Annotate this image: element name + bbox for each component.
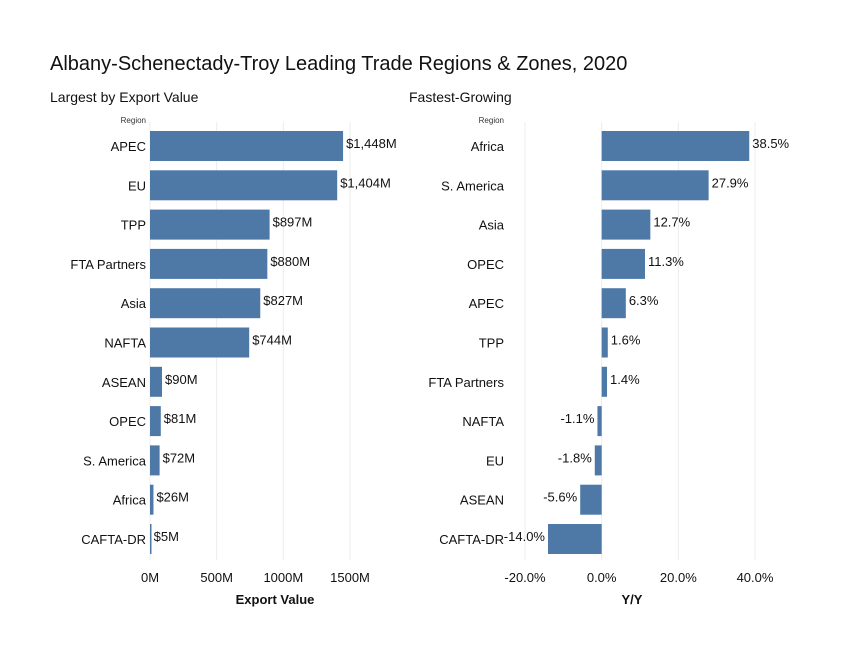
category-label: CAFTA-DR: [439, 532, 504, 547]
panel-subtitle: Largest by Export Value: [50, 89, 199, 105]
axis-title: Export Value: [236, 592, 315, 607]
bar: [594, 445, 602, 476]
bar: [150, 327, 250, 358]
panel-fastest-growing: Fastest-Growing Region Africa 38.5% S. Ameri…: [409, 89, 790, 607]
axis-title: Y/Y: [622, 592, 643, 607]
tick-label: 500M: [200, 570, 233, 585]
bar: [601, 170, 709, 201]
bar: [601, 209, 651, 240]
data-label: $880M: [270, 254, 310, 269]
row-header: Region: [121, 116, 146, 125]
category-label: FTA Partners: [428, 375, 504, 390]
tick-label: 1500M: [330, 570, 370, 585]
data-label: $90M: [165, 372, 198, 387]
category-label: S. America: [83, 453, 147, 468]
bar: [601, 131, 750, 161]
category-label: S. America: [441, 178, 505, 193]
data-label: -5.6%: [543, 490, 577, 505]
tick-label: 1000M: [263, 570, 303, 585]
bar: [580, 484, 602, 515]
bar: [150, 524, 152, 554]
category-label: Asia: [479, 218, 505, 233]
category-label: Africa: [113, 493, 147, 508]
tick-label: 20.0%: [660, 570, 697, 585]
data-label: $72M: [163, 450, 196, 465]
bar: [597, 406, 602, 437]
data-label: -14.0%: [504, 529, 546, 544]
tick-label: 0M: [141, 570, 159, 585]
data-label: $744M: [252, 333, 292, 348]
bar: [601, 366, 608, 397]
bar: [150, 170, 338, 201]
data-label: $5M: [154, 529, 179, 544]
category-label: EU: [128, 178, 146, 193]
tick-label: 40.0%: [737, 570, 774, 585]
category-label: OPEC: [109, 414, 146, 429]
row-header: Region: [479, 116, 504, 125]
data-label: 1.4%: [610, 372, 640, 387]
tick-label: -20.0%: [504, 570, 546, 585]
data-label: 12.7%: [653, 215, 690, 230]
category-label: Asia: [121, 296, 147, 311]
bar: [150, 248, 268, 279]
category-label: TPP: [121, 218, 146, 233]
category-label: CAFTA-DR: [81, 532, 146, 547]
category-label: EU: [486, 453, 504, 468]
category-label: FTA Partners: [70, 257, 146, 272]
category-label: ASEAN: [460, 493, 504, 508]
chart-title: Albany-Schenectady-Troy Leading Trade Re…: [50, 53, 627, 75]
data-label: $897M: [273, 215, 313, 230]
category-label: NAFTA: [462, 414, 504, 429]
bar: [601, 327, 608, 358]
data-label: $1,448M: [346, 136, 397, 151]
data-label: 1.6%: [611, 333, 641, 348]
panel-largest-by-export: Largest by Export Value Region APEC $1,448M…: [50, 89, 397, 607]
data-label: -1.1%: [560, 411, 594, 426]
bar: [601, 248, 645, 279]
data-label: 27.9%: [712, 175, 749, 190]
category-label: APEC: [469, 296, 504, 311]
category-label: ASEAN: [102, 375, 146, 390]
data-label: -1.8%: [558, 450, 592, 465]
data-label: $827M: [263, 293, 303, 308]
panel-subtitle: Fastest-Growing: [409, 89, 512, 105]
category-label: TPP: [479, 336, 504, 351]
category-label: APEC: [111, 139, 146, 154]
data-label: $26M: [156, 490, 189, 505]
tick-label: 0.0%: [587, 570, 617, 585]
bar: [150, 131, 344, 161]
bar: [150, 209, 270, 240]
category-label: Africa: [471, 139, 505, 154]
category-label: OPEC: [467, 257, 504, 272]
category-label: NAFTA: [104, 336, 146, 351]
bar: [150, 406, 161, 437]
data-label: 11.3%: [648, 254, 684, 269]
bar: [150, 366, 162, 397]
bar: [601, 288, 626, 319]
data-label: $81M: [164, 411, 197, 426]
bar: [150, 445, 160, 476]
data-label: 38.5%: [752, 136, 789, 151]
data-label: 6.3%: [629, 293, 659, 308]
bar: [150, 484, 154, 515]
data-label: $1,404M: [340, 175, 391, 190]
bar: [150, 288, 261, 319]
bar: [548, 524, 602, 554]
